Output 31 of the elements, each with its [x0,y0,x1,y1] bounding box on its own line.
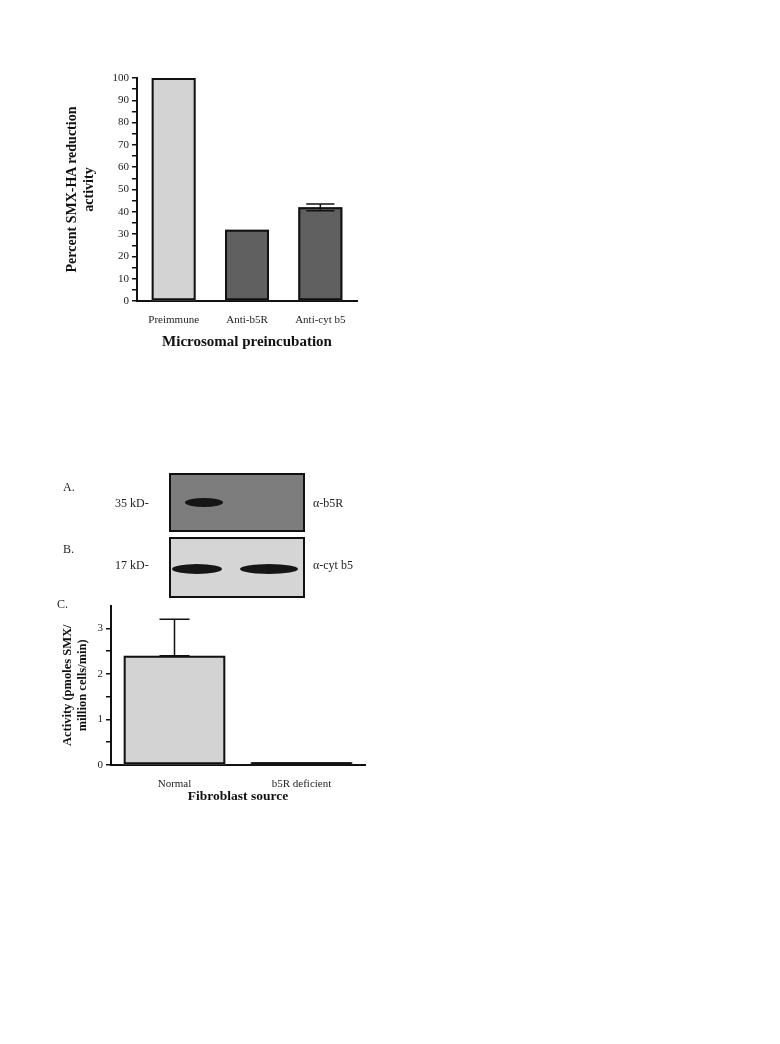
y-tick-label: 0 [123,293,130,306]
text: α-b5R [313,496,344,510]
y-axis-title: Percent SMX-HA reduction activity [64,106,96,273]
y-tick-label: 10 [118,271,130,284]
y-tick-label: 50 [118,182,130,195]
x-tick-label: Anti-cyt b5 [295,313,347,326]
y-tick-label: 80 [118,115,130,128]
text: 35 kD- [115,496,149,510]
y-tick-label: 30 [118,226,130,239]
y-tick-label: 3 [97,621,104,634]
text: B. [63,542,75,556]
y-tick-label: 0 [97,757,104,770]
y-axis-title: Activity (pmoles SMX/ million cells/min) [59,624,89,747]
y-tick-label: 20 [118,249,130,262]
x-tick-label: Anti-b5R [226,313,269,326]
x-tick-label: b5R deficient [271,777,332,790]
text: 17 kD- [115,558,149,572]
text: α-cyt b5 [313,558,353,572]
y-tick-label: 60 [118,160,130,173]
text: A. [63,480,75,494]
text: C. [57,597,69,611]
x-tick-label: Preimmune [148,313,200,326]
x-axis-title: Fibroblast source [187,788,289,804]
y-tick-label: 40 [118,204,130,217]
x-tick-label: Normal [157,777,192,790]
y-tick-label: 2 [97,666,103,679]
x-axis-title: Microsomal preincubation [162,332,333,349]
y-tick-label: 90 [118,93,130,106]
y-tick-label: 1 [97,712,103,725]
y-tick-label: 100 [112,70,130,83]
y-tick-label: 70 [118,137,130,150]
